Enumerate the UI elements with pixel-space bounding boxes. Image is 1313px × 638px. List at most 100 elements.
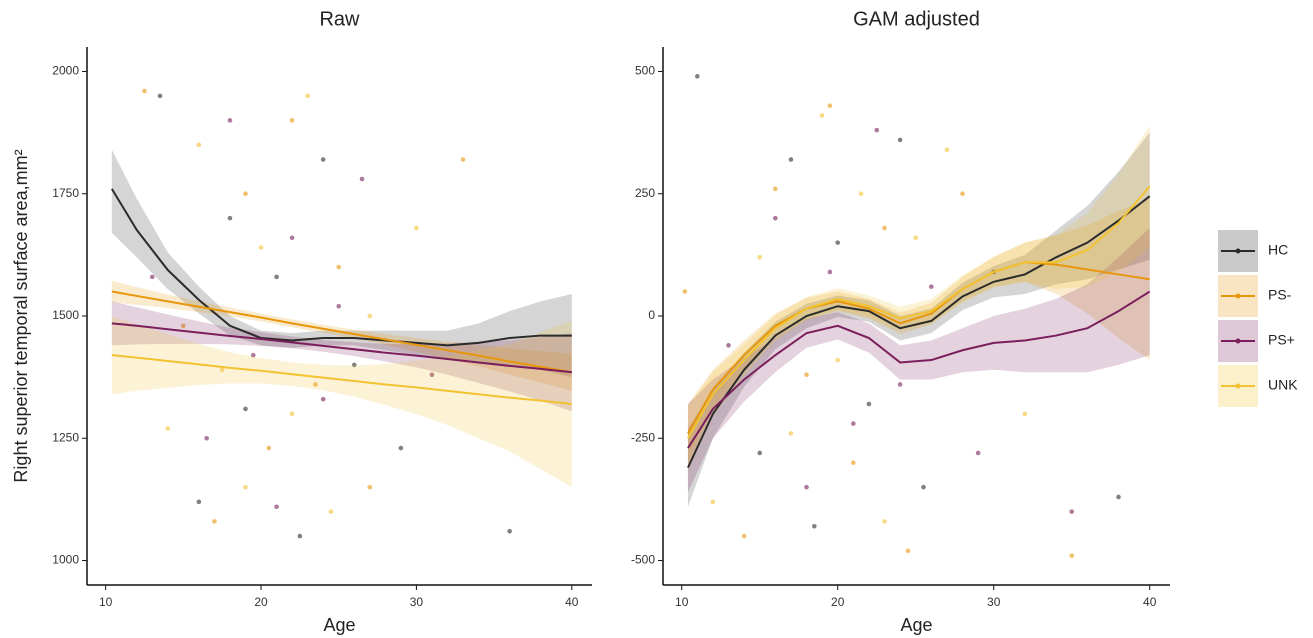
y-tick-label: 500	[635, 64, 655, 78]
y-tick-label: -250	[631, 430, 655, 444]
scatter-point	[297, 533, 303, 539]
scatter-point	[351, 362, 357, 368]
trend-line	[687, 195, 1151, 469]
scatter-point	[835, 357, 841, 363]
scatter-point	[157, 93, 163, 99]
scatter-point	[944, 147, 950, 153]
scatter-point	[851, 460, 856, 466]
scatter-point	[726, 343, 731, 348]
trend-line	[687, 185, 1151, 439]
scatter-point	[227, 118, 233, 123]
scatter-point	[804, 372, 809, 377]
x-axis-label: Age	[900, 615, 932, 635]
scatter-point	[710, 499, 716, 505]
scatter-point	[258, 245, 264, 250]
scatter-point	[243, 406, 248, 412]
legend-dot	[1235, 248, 1241, 254]
scatter-point	[367, 313, 373, 319]
scatter-point	[960, 191, 965, 197]
y-tick-label: 1500	[52, 308, 79, 322]
scatter-point	[227, 215, 233, 221]
scatter-point	[320, 157, 326, 162]
scatter-point	[1022, 411, 1028, 417]
scatter-point	[320, 396, 326, 402]
scatter-point	[142, 88, 147, 94]
scatter-point	[858, 191, 864, 197]
confidence-band	[111, 316, 572, 488]
x-tick-label: 10	[675, 595, 689, 609]
legend-dot	[1235, 293, 1241, 299]
scatter-point	[460, 157, 466, 162]
confidence-band	[111, 301, 572, 412]
trend-line	[111, 354, 572, 406]
trend-line	[111, 188, 572, 347]
legend-label: UNK	[1268, 377, 1298, 393]
scatter-point	[336, 303, 342, 309]
scatter-point	[921, 484, 926, 490]
scatter-point	[827, 269, 833, 275]
x-tick-label: 40	[565, 595, 579, 609]
scatter-point	[414, 225, 419, 231]
scatter-point	[289, 235, 295, 241]
scatter-point	[804, 484, 809, 490]
x-tick-label: 30	[410, 595, 424, 609]
scatter-point	[204, 435, 209, 441]
scatter-point	[181, 323, 186, 329]
x-tick-label: 20	[254, 595, 268, 609]
scatter-point	[165, 426, 171, 431]
y-axis-label: Right superior temporal surface area,mm²	[11, 149, 31, 482]
x-tick-label: 40	[1143, 595, 1157, 609]
scatter-point	[905, 548, 911, 554]
scatter-point	[866, 401, 872, 407]
y-tick-label: 250	[635, 186, 655, 200]
scatter-point	[773, 215, 778, 221]
confidence-band	[111, 149, 572, 378]
y-tick-label: 0	[648, 308, 655, 322]
scatter-point	[788, 157, 794, 162]
scatter-point	[266, 445, 272, 451]
scatter-point	[897, 137, 903, 143]
scatter-point	[682, 289, 688, 294]
scatter-point	[274, 504, 279, 510]
legend-label: PS-	[1268, 287, 1292, 303]
scatter-point	[212, 519, 217, 524]
scatter-point	[695, 74, 700, 79]
scatter-point	[851, 421, 856, 426]
scatter-point	[788, 431, 794, 436]
scatter-point	[773, 186, 778, 192]
scatter-point	[243, 191, 248, 197]
legend-dot	[1235, 338, 1241, 344]
scatter-point	[336, 264, 342, 270]
scatter-point	[313, 382, 318, 387]
scatter-point	[289, 411, 295, 417]
legend-label: HC	[1268, 242, 1288, 258]
scatter-point	[359, 176, 365, 182]
scatter-point	[827, 103, 833, 108]
scatter-point	[812, 524, 817, 529]
y-tick-label: 1250	[52, 430, 79, 444]
legend-label: PS+	[1268, 332, 1295, 348]
scatter-point	[897, 382, 903, 387]
trend-line	[111, 322, 572, 374]
trend-line	[111, 290, 572, 374]
scatter-point	[757, 255, 763, 260]
x-tick-label: 10	[99, 595, 113, 609]
legend-dot	[1235, 383, 1241, 389]
scatter-point	[507, 528, 512, 534]
trend-line	[687, 290, 1151, 449]
scatter-point	[1069, 553, 1075, 558]
scatter-point	[913, 235, 919, 241]
scatter-point	[328, 509, 334, 514]
x-tick-label: 20	[831, 595, 845, 609]
scatter-point	[1116, 494, 1121, 500]
chart-title: GAM adjusted	[853, 8, 980, 30]
scatter-point	[819, 113, 825, 118]
scatter-point	[741, 533, 747, 539]
y-tick-label: -500	[631, 553, 655, 567]
y-tick-label: 1750	[52, 186, 79, 200]
x-axis-label: Age	[323, 615, 355, 635]
scatter-point	[219, 367, 225, 373]
scatter-point	[975, 450, 981, 456]
trend-line	[687, 261, 1150, 434]
